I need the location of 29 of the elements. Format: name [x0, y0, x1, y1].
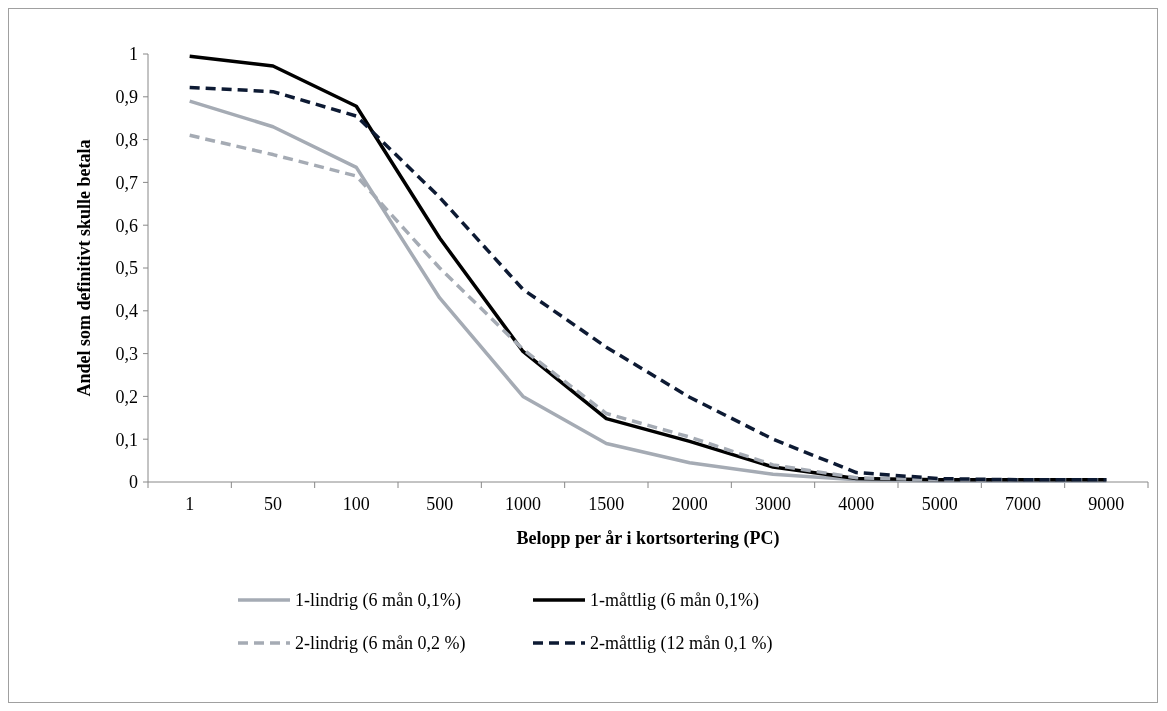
- y-tick-label: 1: [129, 44, 138, 65]
- x-tick-label: 2000: [671, 494, 708, 514]
- x-tick-label: 9000: [1088, 494, 1125, 514]
- y-tick-label: 0,8: [115, 129, 138, 150]
- x-tick-label: 3000: [755, 494, 791, 514]
- x-tick-label: 5000: [921, 494, 958, 514]
- legend-label: 1-måttlig (6 mån 0,1%): [590, 590, 759, 612]
- x-tick-label: 500: [426, 494, 454, 514]
- y-tick-label: 0,1: [115, 429, 138, 450]
- y-tick-label: 0,2: [115, 386, 138, 407]
- x-tick-label: 100: [342, 494, 370, 514]
- x-tick-label: 7000: [1005, 494, 1041, 514]
- y-tick-label: 0: [129, 472, 138, 493]
- y-tick-label: 0,6: [115, 215, 138, 236]
- y-tick-label: 0,4: [115, 301, 138, 322]
- x-tick-label: 50: [264, 494, 282, 514]
- legend-label: 1-lindrig (6 mån 0,1%): [295, 590, 461, 612]
- x-axis-title: Belopp per år i kortsortering (PC): [516, 528, 780, 549]
- y-tick-label: 0,7: [115, 172, 138, 193]
- x-tick-label: 1: [185, 494, 195, 514]
- y-axis-title: Andel som definitivt skulle betala: [74, 139, 94, 397]
- y-tick-label: 0,9: [115, 87, 138, 108]
- x-tick-label: 4000: [838, 494, 875, 514]
- legend-label: 2-måttlig (12 mån 0,1 %): [590, 633, 773, 655]
- legend-label: 2-lindrig (6 mån 0,2 %): [295, 633, 466, 655]
- y-tick-label: 0,3: [115, 343, 138, 364]
- x-tick-label: 1500: [588, 494, 625, 514]
- y-tick-label: 0,5: [115, 258, 138, 279]
- x-tick-label: 1000: [505, 494, 541, 514]
